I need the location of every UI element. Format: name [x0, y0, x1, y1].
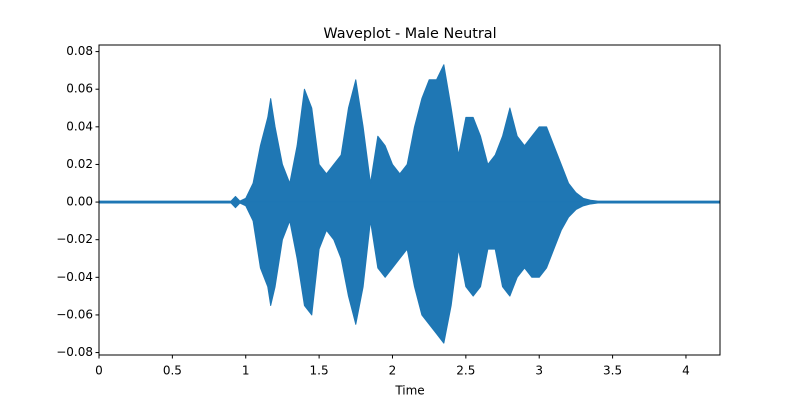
y-tick-label: 0.02 [66, 157, 93, 171]
y-tick-label: 0.08 [66, 44, 93, 58]
x-tick-label: 0 [95, 364, 103, 378]
waveform-area [98, 64, 721, 203]
y-tick-label: 0.04 [66, 119, 93, 133]
chart-title: Waveplot - Male Neutral [323, 26, 496, 42]
plot-frame [98, 44, 721, 356]
x-tick-label: 4 [682, 364, 690, 378]
y-tick-label: 0.06 [66, 82, 93, 96]
x-axis-label: Time [394, 384, 424, 398]
x-tick-label: 1.5 [310, 364, 329, 378]
y-tick-label: −0.08 [56, 345, 93, 359]
y-tick-label: −0.02 [56, 232, 93, 246]
waveform-area [98, 201, 721, 344]
y-tick-label: −0.04 [56, 270, 93, 284]
x-tick-label: 3 [535, 364, 543, 378]
y-tick-label: 0.00 [66, 195, 93, 209]
y-tick-label: −0.06 [56, 307, 93, 321]
x-tick-label: 2.5 [456, 364, 475, 378]
x-tick-label: 3.5 [603, 364, 622, 378]
x-tick-label: 2 [389, 364, 397, 378]
x-tick-label: 1 [242, 364, 250, 378]
x-tick-label: 0.5 [163, 364, 182, 378]
